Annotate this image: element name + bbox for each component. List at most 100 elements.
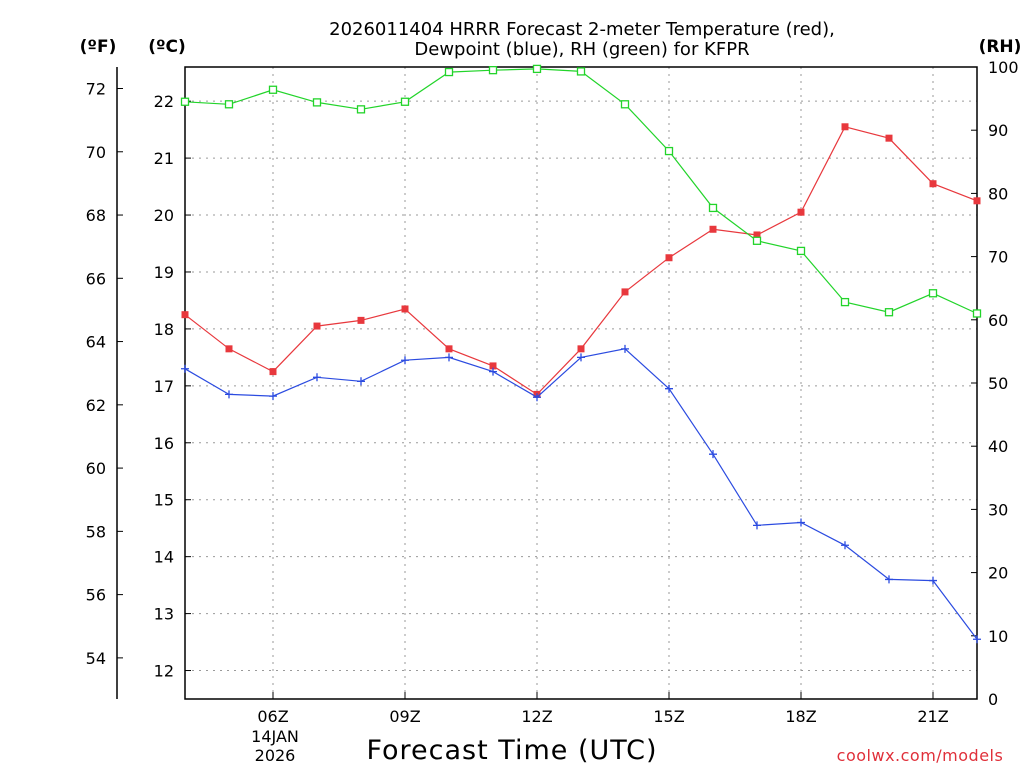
- temperature-point: [665, 254, 673, 262]
- rh-point: [268, 85, 278, 94]
- dewpoint-point: [973, 635, 981, 644]
- rh-point: [928, 289, 938, 298]
- rh-point: [664, 146, 674, 156]
- celsius-tick-label: 18: [154, 320, 174, 339]
- dewpoint-point: [577, 353, 585, 362]
- rh-point: [884, 308, 894, 317]
- rh-point: [532, 64, 542, 74]
- grid-lines: [185, 67, 977, 699]
- rh-point: [224, 100, 234, 109]
- fahrenheit-tick-label: 62: [86, 396, 106, 415]
- rh-tick-label: 60: [988, 311, 1008, 330]
- fahrenheit-tick-label: 70: [86, 143, 106, 162]
- x-tick-label: 15Z: [653, 707, 684, 726]
- chart-title-line-2: Dewpoint (blue), RH (green) for KFPR: [414, 39, 749, 60]
- x-axis-title: Forecast Time (UTC): [366, 735, 657, 766]
- x-tick-label: 21Z: [917, 707, 948, 726]
- temperature-point: [225, 345, 233, 353]
- temperature-point: [313, 322, 321, 330]
- rh-tick-label: 20: [988, 564, 1008, 583]
- fahrenheit-tick-label: 68: [86, 206, 106, 225]
- date-label-day: 14JAN: [251, 727, 299, 746]
- celsius-tick-label: 19: [154, 263, 174, 282]
- rh-tick-label: 0: [988, 690, 998, 709]
- fahrenheit-tick-label: 60: [86, 459, 106, 478]
- rh-unit-label: (RH): [979, 37, 1022, 57]
- rh-point: [444, 67, 454, 77]
- temperature-point: [445, 345, 453, 353]
- credit-link[interactable]: coolwx.com/models: [837, 746, 1004, 765]
- rh-point: [972, 309, 982, 318]
- rh-point: [312, 98, 322, 107]
- dewpoint-point: [225, 390, 233, 399]
- rh-point: [796, 246, 806, 256]
- celsius-tick-label: 22: [154, 92, 174, 111]
- dewpoint-point: [445, 353, 453, 362]
- celsius-tick-label: 12: [154, 662, 174, 681]
- celsius-tick-label: 13: [154, 605, 174, 624]
- chart-title-line-1: 2026011404 HRRR Forecast 2-meter Tempera…: [329, 19, 835, 40]
- temperature-point: [841, 123, 849, 131]
- temperature-point: [797, 208, 805, 216]
- temperature-point: [269, 368, 277, 376]
- axes: [116, 66, 978, 700]
- plot-frame: [184, 66, 978, 700]
- rh-tick-label: 100: [988, 58, 1019, 77]
- dewpoint-point: [269, 392, 277, 401]
- dewpoint-point: [929, 576, 937, 585]
- rh-point: [752, 236, 762, 245]
- temperature-point: [489, 362, 497, 370]
- temperature-point: [181, 311, 189, 319]
- dewpoint-point: [621, 344, 629, 353]
- temperature-point: [621, 288, 629, 296]
- x-tick-label: 12Z: [521, 707, 552, 726]
- dewpoint-point: [401, 356, 409, 365]
- rh-point: [180, 97, 190, 106]
- rh-tick-label: 80: [988, 184, 1008, 203]
- temperature-point: [357, 316, 365, 324]
- temperature-point: [401, 305, 409, 313]
- celsius-tick-label: 20: [154, 206, 174, 225]
- date-label-year: 2026: [255, 746, 296, 765]
- dewpoint-point: [489, 367, 497, 376]
- fahrenheit-tick-label: 64: [86, 333, 106, 352]
- x-tick-label: 06Z: [257, 707, 288, 726]
- celsius-unit-label: (ºC): [148, 37, 186, 57]
- fahrenheit-tick-label: 72: [86, 80, 106, 99]
- temperature-point: [753, 231, 761, 239]
- data-series: [180, 64, 982, 644]
- temperature-point: [577, 345, 585, 353]
- temperature-point: [973, 197, 981, 205]
- rh-point: [356, 105, 366, 114]
- fahrenheit-tick-label: 58: [86, 522, 106, 541]
- dewpoint-point: [313, 373, 321, 382]
- temperature-point: [709, 225, 717, 233]
- rh-point: [576, 67, 586, 76]
- temperature-point: [885, 134, 893, 142]
- rh-tick-label: 50: [988, 374, 1008, 393]
- rh-point: [708, 203, 718, 213]
- rh-point: [620, 100, 630, 109]
- rh-point: [840, 297, 850, 307]
- rh-tick-label: 90: [988, 121, 1008, 140]
- dewpoint-point: [181, 364, 189, 373]
- fahrenheit-unit-label: (ºF): [80, 37, 117, 57]
- rh-line: [184, 68, 978, 315]
- celsius-tick-label: 21: [154, 149, 174, 168]
- dewpoint-line: [184, 348, 978, 640]
- fahrenheit-tick-label: 54: [86, 649, 106, 668]
- x-tick-label: 09Z: [389, 707, 420, 726]
- celsius-tick-label: 17: [154, 377, 174, 396]
- temperature-point: [929, 180, 937, 188]
- celsius-tick-label: 16: [154, 434, 174, 453]
- rh-tick-label: 40: [988, 437, 1008, 456]
- celsius-tick-label: 15: [154, 491, 174, 510]
- dewpoint-point: [753, 521, 761, 530]
- dewpoint-point: [357, 377, 365, 386]
- rh-tick-label: 10: [988, 627, 1008, 646]
- dewpoint-point: [885, 575, 893, 584]
- x-tick-label: 18Z: [785, 707, 816, 726]
- dewpoint-point: [709, 450, 717, 459]
- tick-labels: 06Z 09Z 12Z 15Z 18Z 21Z 12 13 14 15 16 17 18 19 20 21 22…: [86, 58, 1019, 726]
